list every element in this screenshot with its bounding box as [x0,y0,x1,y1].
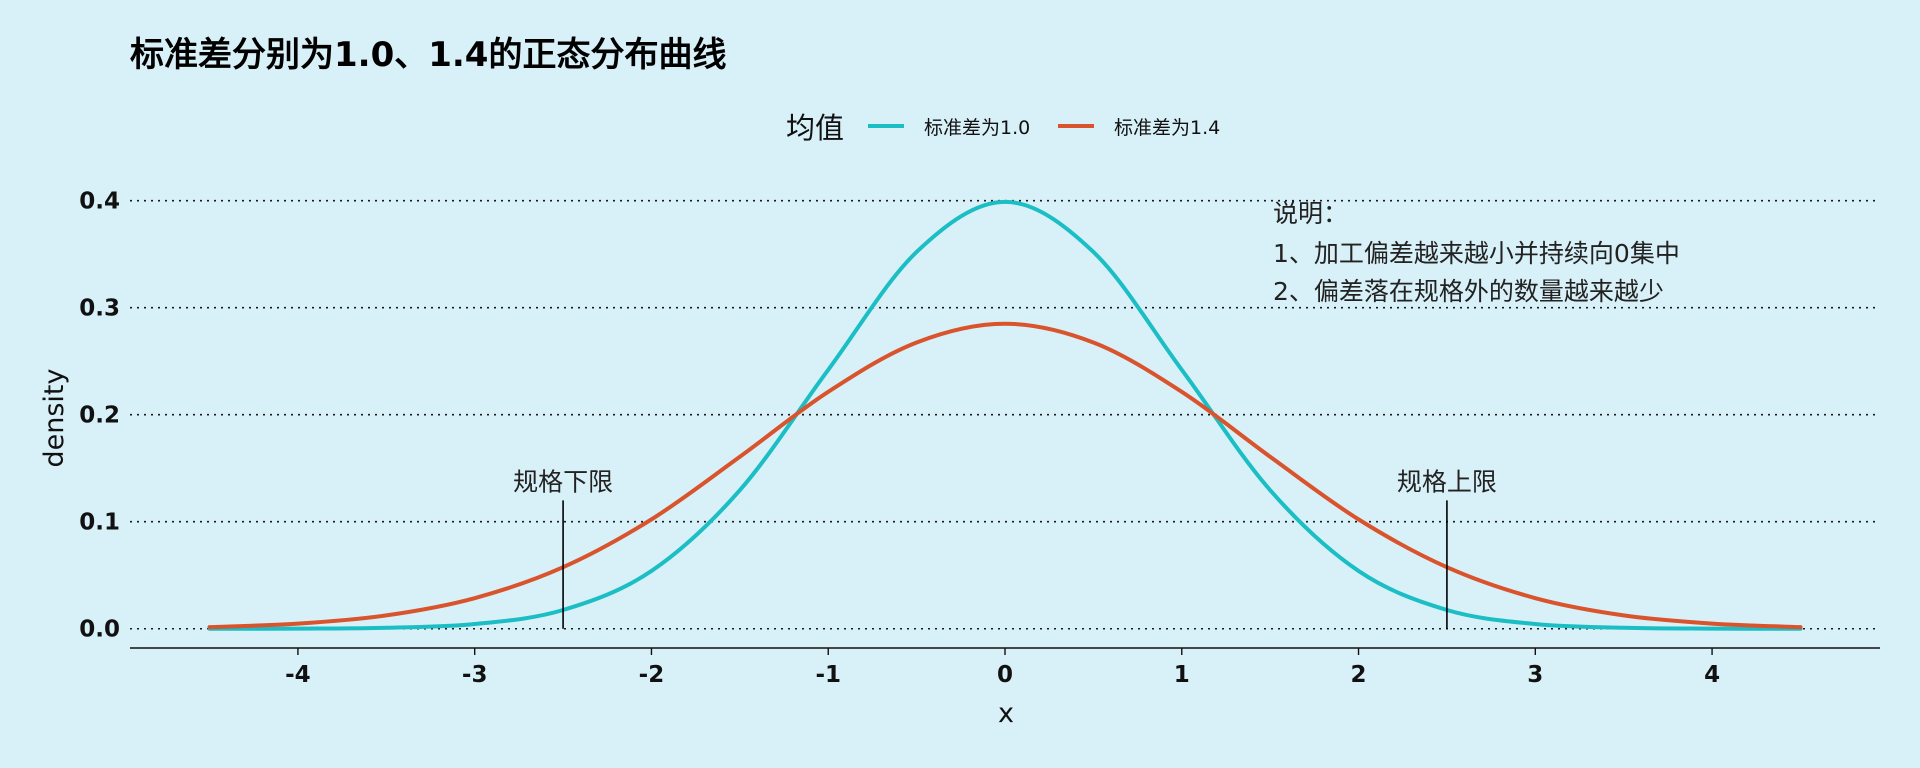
series-lines [207,199,1803,631]
x-tick-label-6: 2 [1351,662,1367,688]
x-axis-title: x [998,698,1014,729]
legend: 均值 标准差为1.0 标准差为1.4 [786,111,1220,145]
x-tick-label-0: -4 [285,662,311,688]
upper-spec-limit-label: 规格上限 [1397,467,1497,496]
y-axis-title: density [39,368,70,467]
chart-title: 标准差分别为1.0、1.4的正态分布曲线 [130,35,726,75]
x-tick-label-4: 0 [997,662,1013,688]
x-tick-label-7: 3 [1527,662,1543,688]
x-tick-label-5: 1 [1174,662,1190,688]
series-line-sd-1-4 [207,321,1803,630]
note-box: 说明： 1、加工偏差越来越小并持续向0集中 2、偏差落在规格外的数量越来越少 [1273,199,1680,306]
y-tick-label-1: 0.1 [79,510,120,536]
legend-title: 均值 [786,111,844,145]
x-tick-label-2: -2 [639,662,665,688]
x-tick-label-3: -1 [815,662,841,688]
legend-label-sd-1-0: 标准差为1.0 [924,117,1030,139]
note-line-2: 2、偏差落在规格外的数量越来越少 [1273,277,1664,306]
y-tick-label-2: 0.2 [79,403,120,429]
x-tick-label-1: -3 [462,662,488,688]
legend-label-sd-1-4: 标准差为1.4 [1114,117,1220,139]
y-axis-tick-labels: 0.0 0.1 0.2 0.3 0.4 [79,189,120,643]
x-axis: -4 -3 -2 -1 0 1 2 3 4 [130,647,1880,688]
lower-spec-limit-label: 规格下限 [513,467,613,496]
x-tick-label-8: 4 [1704,662,1720,688]
spec-limits: 规格下限 规格上限 [513,467,1497,629]
note-line-1: 1、加工偏差越来越小并持续向0集中 [1273,239,1680,268]
series-line-sd-1-0 [207,199,1803,631]
y-tick-label-3: 0.3 [79,296,120,322]
y-tick-label-4: 0.4 [79,189,120,215]
note-title: 说明： [1273,199,1348,228]
y-tick-label-0: 0.0 [79,617,120,643]
